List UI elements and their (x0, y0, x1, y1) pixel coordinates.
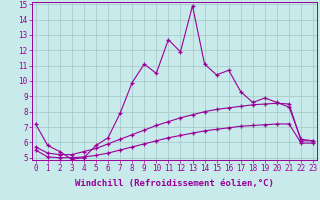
X-axis label: Windchill (Refroidissement éolien,°C): Windchill (Refroidissement éolien,°C) (75, 179, 274, 188)
